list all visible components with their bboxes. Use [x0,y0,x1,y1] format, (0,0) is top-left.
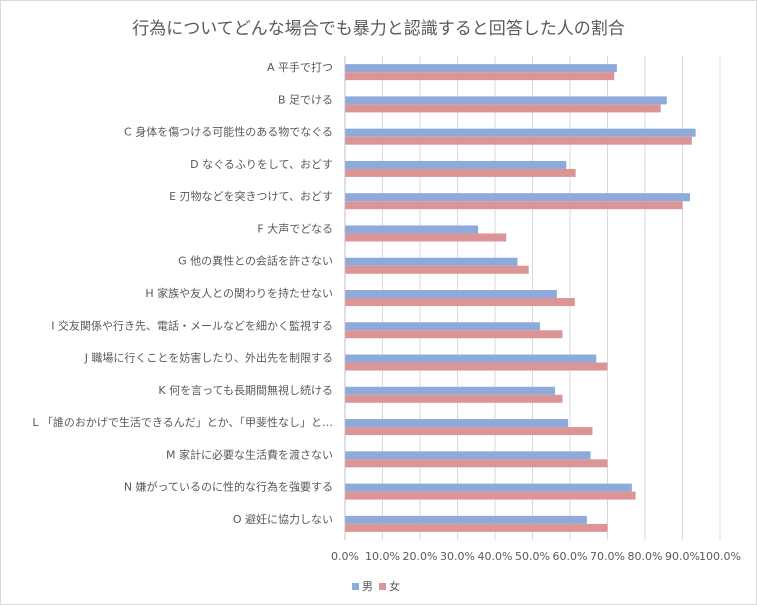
category-label: B 足でける [278,93,333,106]
bar-female [345,233,507,242]
bar-male [345,96,667,105]
bars [345,64,696,532]
legend-swatch-male [352,582,359,590]
category-label: D なぐるふりをして、おどす [190,158,333,171]
bar-male [345,483,632,492]
x-tick-label: 40.0% [478,550,513,563]
bar-female [345,168,576,177]
bar-female [345,394,563,403]
x-tick-label: 90.0% [665,550,700,563]
value-axis: 0.0% 10.0% 20.0% 30.0% 40.0% 50.0% 60.0% 70.0% 8… [331,56,741,563]
bar-female [345,427,593,436]
category-label: K 何を言っても長期間無視し続ける [158,383,333,397]
bar-female [345,298,575,306]
x-tick-label: 0.0% [331,550,359,563]
bar-male [345,386,555,395]
category-label: L 「誰のおかげで生活できるんだ」とか、「甲斐性なし」と… [32,415,333,429]
bar-male [345,322,540,331]
category-label: M 家計に必要な生活費を渡さない [166,447,333,461]
category-label: F 大声でどなる [257,221,333,235]
x-tick-label: 10.0% [365,550,400,563]
legend: 男 女 [352,578,406,594]
bar-male [345,128,696,137]
bar-female [345,265,529,274]
bar-female [345,72,615,81]
category-label: O 避妊に協力しない [233,512,333,526]
category-label: J 職場に行くことを妨害したり、外出先を制限する [84,351,333,365]
legend-item-female: 女 [379,578,400,594]
bar-male [345,419,569,428]
category-label: G 他の異性との会話を許さない [178,254,333,268]
bar-male [345,64,617,73]
bar-male [345,193,690,202]
bar-male [345,354,597,363]
x-tick-label: 50.0% [515,550,550,563]
bar-female [345,104,661,113]
chart-title: 行為についてどんな場合でも暴力と認識すると回答した人の割合 [132,19,625,39]
category-label: I 交友関係や行き先、電話・メールなどを細かく監視する [51,318,333,332]
bar-male [345,515,587,524]
bar-male [345,225,479,234]
category-label: H 家族や友人との関わりを持たせない [145,286,333,300]
x-tick-label: 80.0% [628,550,663,563]
legend-label-male: 男 [362,580,373,593]
legend-item-male: 男 [352,578,373,594]
category-label: E 刃物などを突きつけて、おどす [169,189,333,203]
category-label: A 平手で打つ [267,60,333,74]
bar-male [345,451,591,460]
category-label: C 身体を傷つける可能性のある物でなぐる [124,125,333,139]
bar-female [345,523,608,532]
bar-female [345,362,608,371]
bar-female [345,330,563,339]
category-labels: A 平手で打つ B 足でける C 身体を傷つける可能性のある物でなぐる D なぐるふり… [32,60,333,526]
x-tick-label: 70.0% [590,550,625,563]
x-tick-label: 100.0% [699,550,741,563]
bar-male [345,160,567,169]
bar-male [345,257,518,266]
x-tick-label: 30.0% [440,550,475,563]
category-label: N 嫌がっているのに性的な行為を強要する [124,480,333,494]
bar-female [345,136,692,145]
x-tick-label: 60.0% [553,550,588,563]
bar-female [345,201,683,210]
bar-male [345,290,557,298]
bar-female [345,491,636,500]
legend-label-female: 女 [389,580,400,593]
legend-swatch-female [379,582,386,590]
bar-female [345,459,608,468]
x-tick-label: 20.0% [403,550,438,563]
